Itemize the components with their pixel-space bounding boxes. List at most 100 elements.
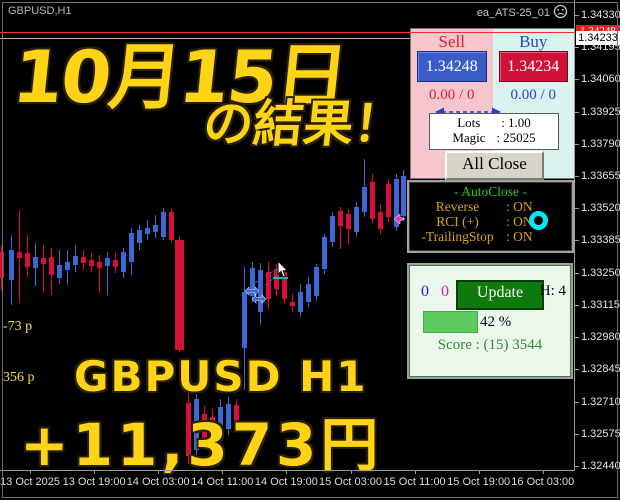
time-axis-label: 14 Oct 03:00 [126,476,190,488]
candle-body [346,214,351,229]
lots-value: : 1.00 [501,115,531,130]
candle-body [89,260,94,266]
candle-body [226,404,231,429]
time-axis-tick [414,470,416,474]
autoclose-row[interactable]: RCI (+): ON [409,214,572,229]
magic-label: Magic [452,130,486,145]
candle-body [194,399,199,450]
candle-wick [340,207,341,249]
candle-body [169,212,174,240]
update-button[interactable]: Update [456,280,544,310]
candle-body [386,184,391,217]
frame-bottom [2,497,618,498]
magic-value: : 25025 [496,130,536,145]
time-axis-tick [286,470,288,474]
candle-body [274,269,279,289]
candle-body [73,256,78,265]
price-axis-label: 1.33790 [581,137,620,150]
candle-body [25,253,30,267]
time-axis-label: 15 Oct 03:00 [319,476,382,488]
sell-header: Sell [438,32,465,51]
candle-body [362,187,367,212]
pip-counter-upper: -73 p [3,319,33,334]
ea-name-label: ea_ATS-25_01 [476,7,550,19]
buy-price-button[interactable]: 1.34234 [498,51,568,82]
price-axis-label: 1.32440 [581,459,620,472]
sell-stats: 0.00 / 0 [429,87,475,103]
score-text: Score : (15) 3544 [437,337,543,353]
candle-body [81,257,86,263]
update-row: 0 0 Update H: 4 [409,280,571,310]
candle-body [121,252,126,272]
update-panel: 0 0 Update H: 4 42 % Score : (15) 3544 [407,263,573,379]
count-magenta: 0 [441,283,449,300]
price-axis-tick [574,401,579,403]
candle-body [9,250,14,280]
candle-wick [107,252,108,295]
candle-body [306,284,311,302]
price-axis-tick [574,79,579,81]
overlay-symbol-text: GBPUSD H1 [74,352,368,401]
price-axis-tick [574,15,579,16]
autoclose-row[interactable]: -TrailingStop : ON [409,229,572,244]
autoclose-item-label: Reverse [435,199,480,214]
bid-line [0,38,574,39]
candle-body [210,417,215,444]
price-axis-tick [574,337,579,339]
overlay-result-text: の結果！ [200,95,407,153]
candle-body [161,212,166,237]
candle-body [394,179,399,227]
price-axis-label: 1.32575 [581,427,620,440]
status-donut-icon [529,211,548,230]
candle-body [314,267,319,296]
chart-symbol-title: GBPUSD,H1 [8,5,72,17]
candle-body [97,262,102,268]
candle-body [41,258,46,264]
autoclose-item-label: -TrailingStop [421,229,494,244]
time-axis-tick [222,470,224,474]
buy-header: Buy [519,32,548,51]
candle-body [57,265,62,278]
candle-body [322,237,327,269]
candle-body [33,257,38,268]
autoclose-row[interactable]: Reverse : ON [409,199,572,214]
price-axis-tick [574,47,579,49]
lots-magic-box: Lots: 1.00 Magic: 25025 [429,113,559,150]
exit-arrow-icon [393,211,406,229]
sell-price-button[interactable]: 1.34248 [417,51,487,82]
candle-body [137,230,142,243]
time-axis-tick [478,470,480,474]
time-axis-tick [542,470,544,474]
frame-top [2,2,618,3]
time-axis-tick [158,470,160,474]
price-axis-label: 1.33250 [581,266,620,279]
candle-body [242,292,247,348]
price-axis-tick [574,240,579,242]
time-axis-line [0,470,575,471]
price-axis-tick [574,208,579,210]
price-axis-line [574,0,575,470]
all-close-button[interactable]: All Close [445,151,544,180]
autoclose-item-value: : ON [506,229,533,244]
autoclose-title: - AutoClose - [454,184,527,199]
ask-line [0,32,574,33]
time-axis-label: 13 Oct 2025 [0,476,60,488]
candle-body [370,182,375,219]
candle-body [401,176,406,216]
mouse-cursor-icon [277,259,289,283]
overlay-profit-text: +11,373円 [20,411,383,479]
candle-body [338,211,343,226]
price-axis-tick [574,176,579,178]
candle-body [330,216,335,242]
autoclose-item-value: : ON [506,199,533,214]
ea-smiley-icon [553,4,568,22]
price-axis-label: 1.33385 [581,234,620,247]
price-axis-label: 1.33655 [581,170,620,183]
candle-body [175,240,184,350]
price-axis-label: 1.33115 [581,298,620,311]
time-axis-tick [350,470,352,474]
price-axis-tick [574,369,579,371]
